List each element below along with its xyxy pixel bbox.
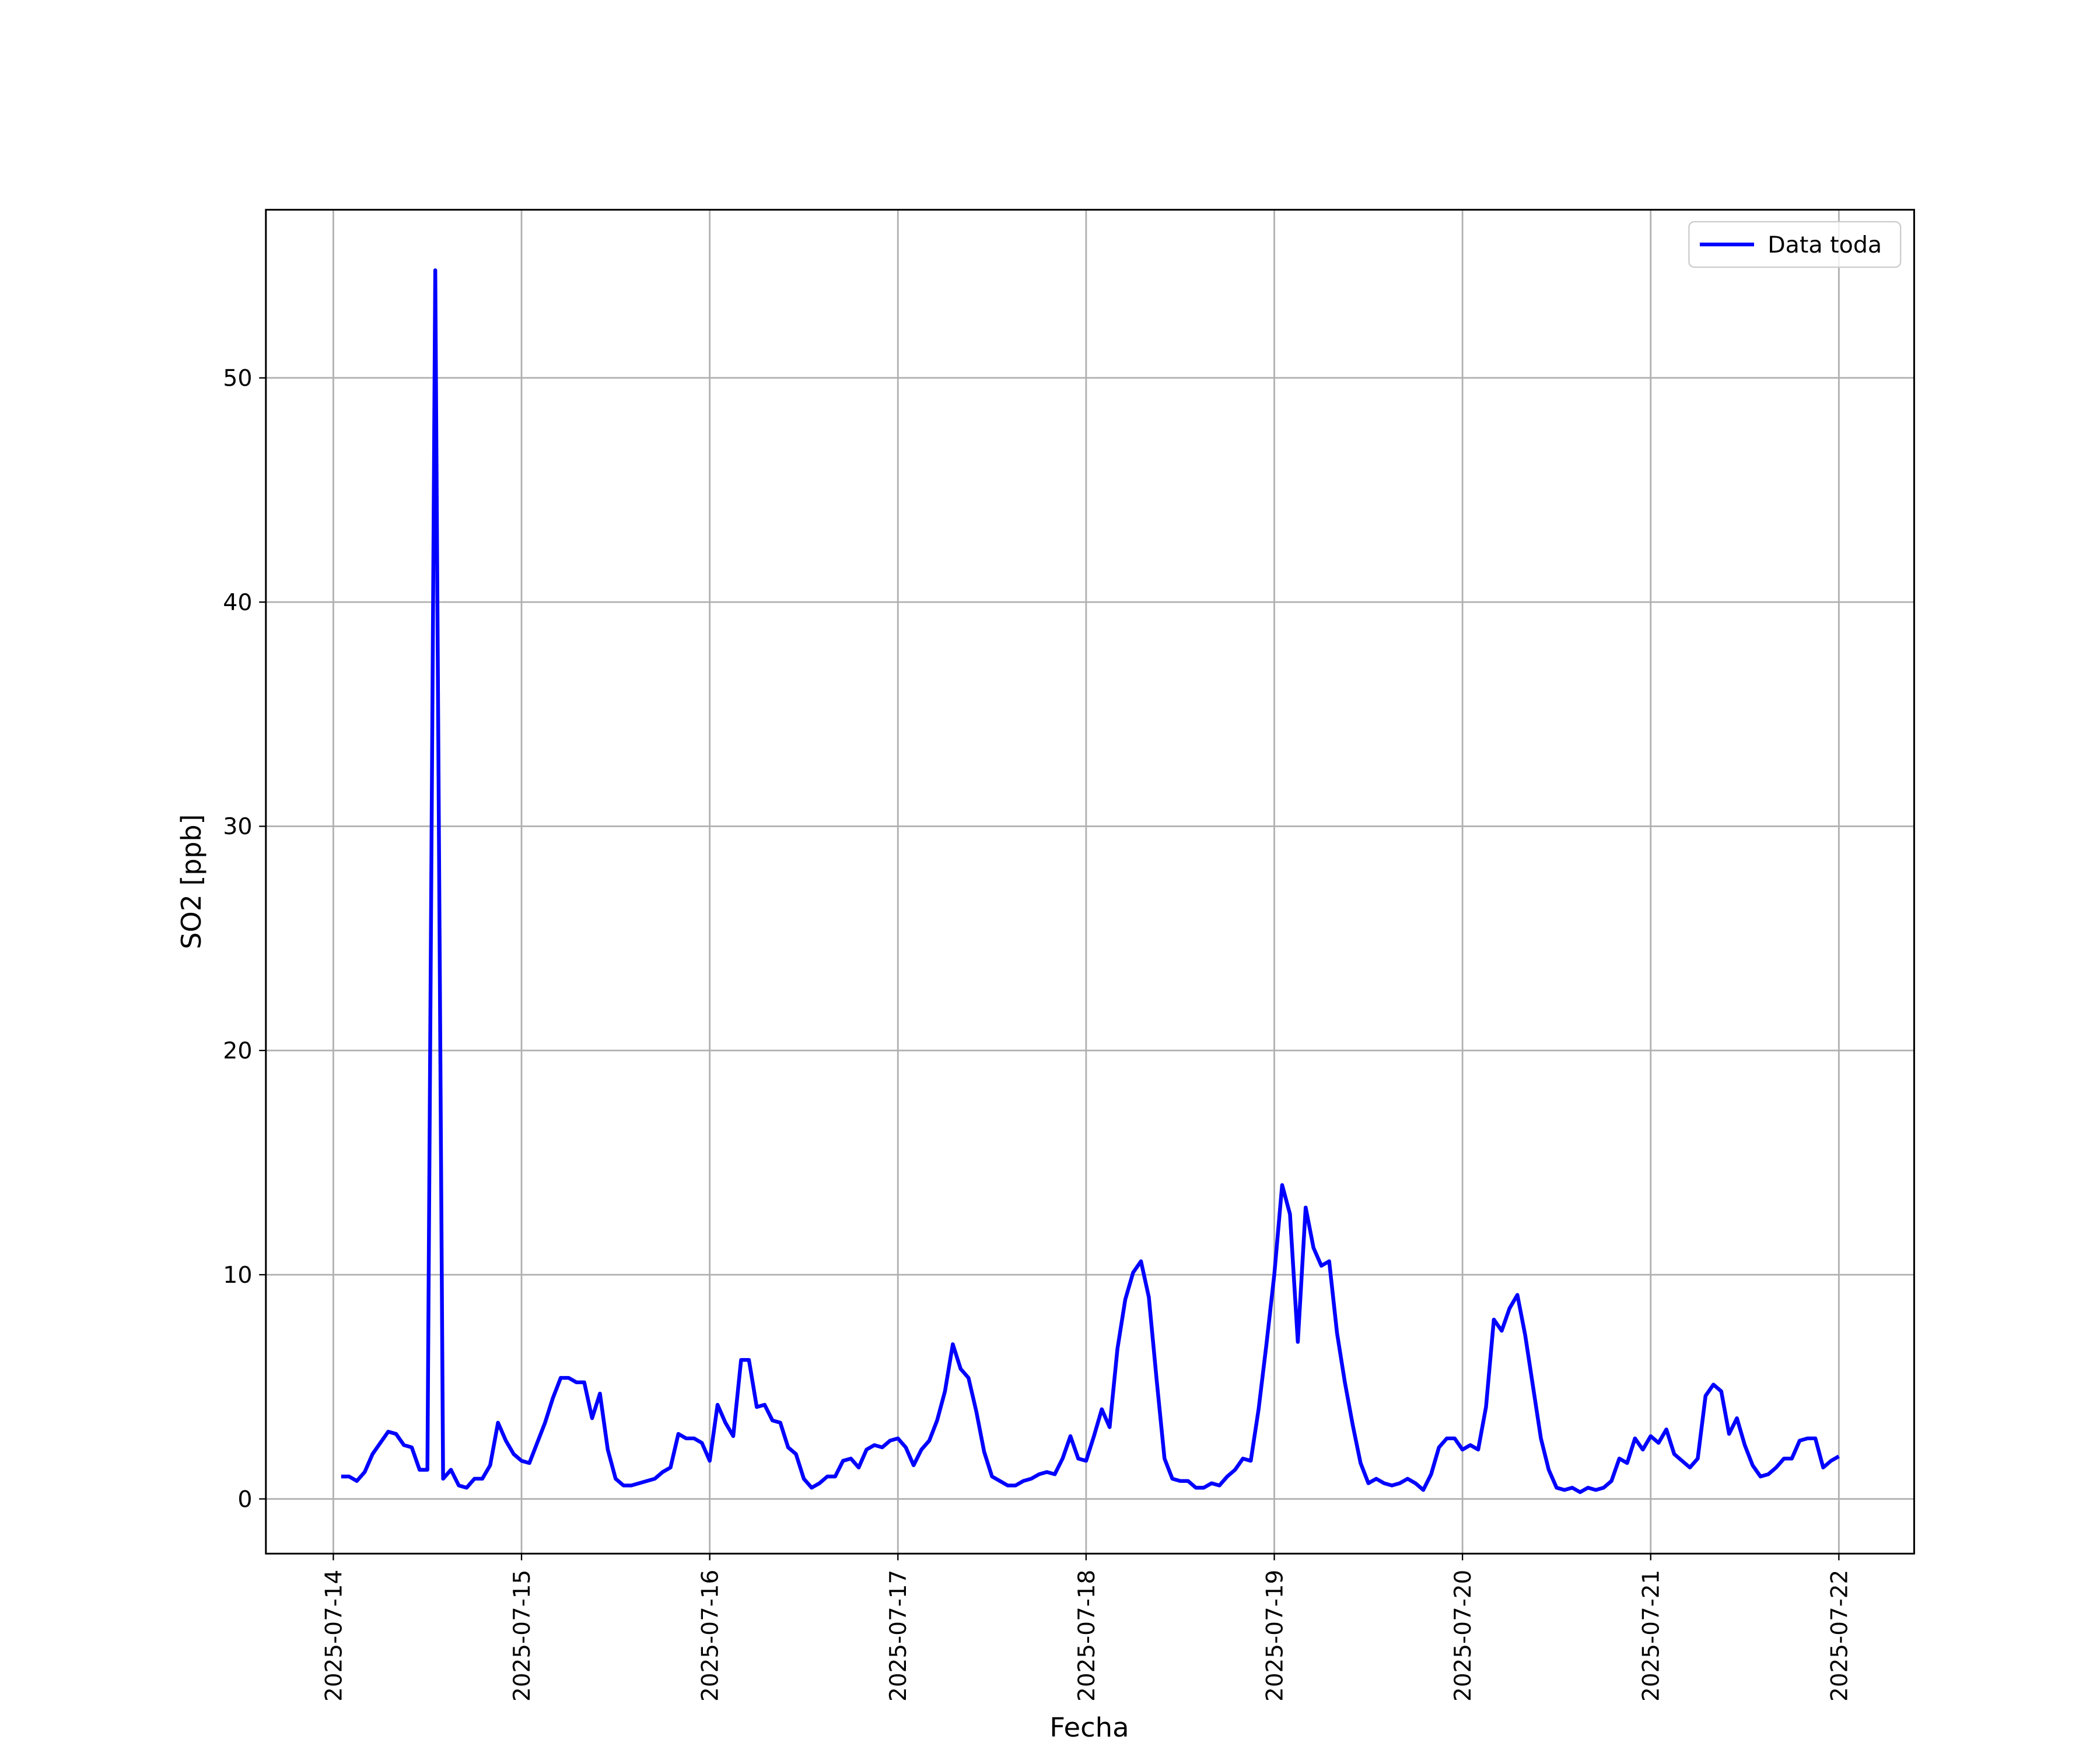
y-tick-label: 20 <box>223 1038 252 1065</box>
y-tick-label: 10 <box>223 1262 252 1289</box>
x-axis-label: Fecha <box>1049 1712 1129 1743</box>
legend-box <box>1688 221 1902 268</box>
plot-frame <box>265 209 1915 1555</box>
legend-label: Data toda <box>1768 232 1882 258</box>
x-tick-label: 2025-07-18 <box>1074 1570 1100 1702</box>
x-tick-label: 2025-07-19 <box>1262 1570 1288 1702</box>
x-tick-label: 2025-07-21 <box>1638 1570 1664 1702</box>
y-tick-label: 50 <box>223 366 252 392</box>
x-tick-label: 2025-07-14 <box>321 1570 347 1702</box>
x-tick-label: 2025-07-17 <box>886 1570 912 1702</box>
y-axis-label: SO2 [ppb] <box>176 814 207 950</box>
y-tick-label: 30 <box>223 814 252 841</box>
y-tick-label: 40 <box>223 590 252 616</box>
x-tick-label: 2025-07-22 <box>1826 1570 1853 1702</box>
x-tick-label: 2025-07-20 <box>1450 1570 1476 1702</box>
x-tick-label: 2025-07-16 <box>697 1570 723 1702</box>
x-tick-label: 2025-07-15 <box>509 1570 536 1702</box>
y-tick-label: 0 <box>237 1487 252 1513</box>
data-line <box>341 268 1840 1494</box>
